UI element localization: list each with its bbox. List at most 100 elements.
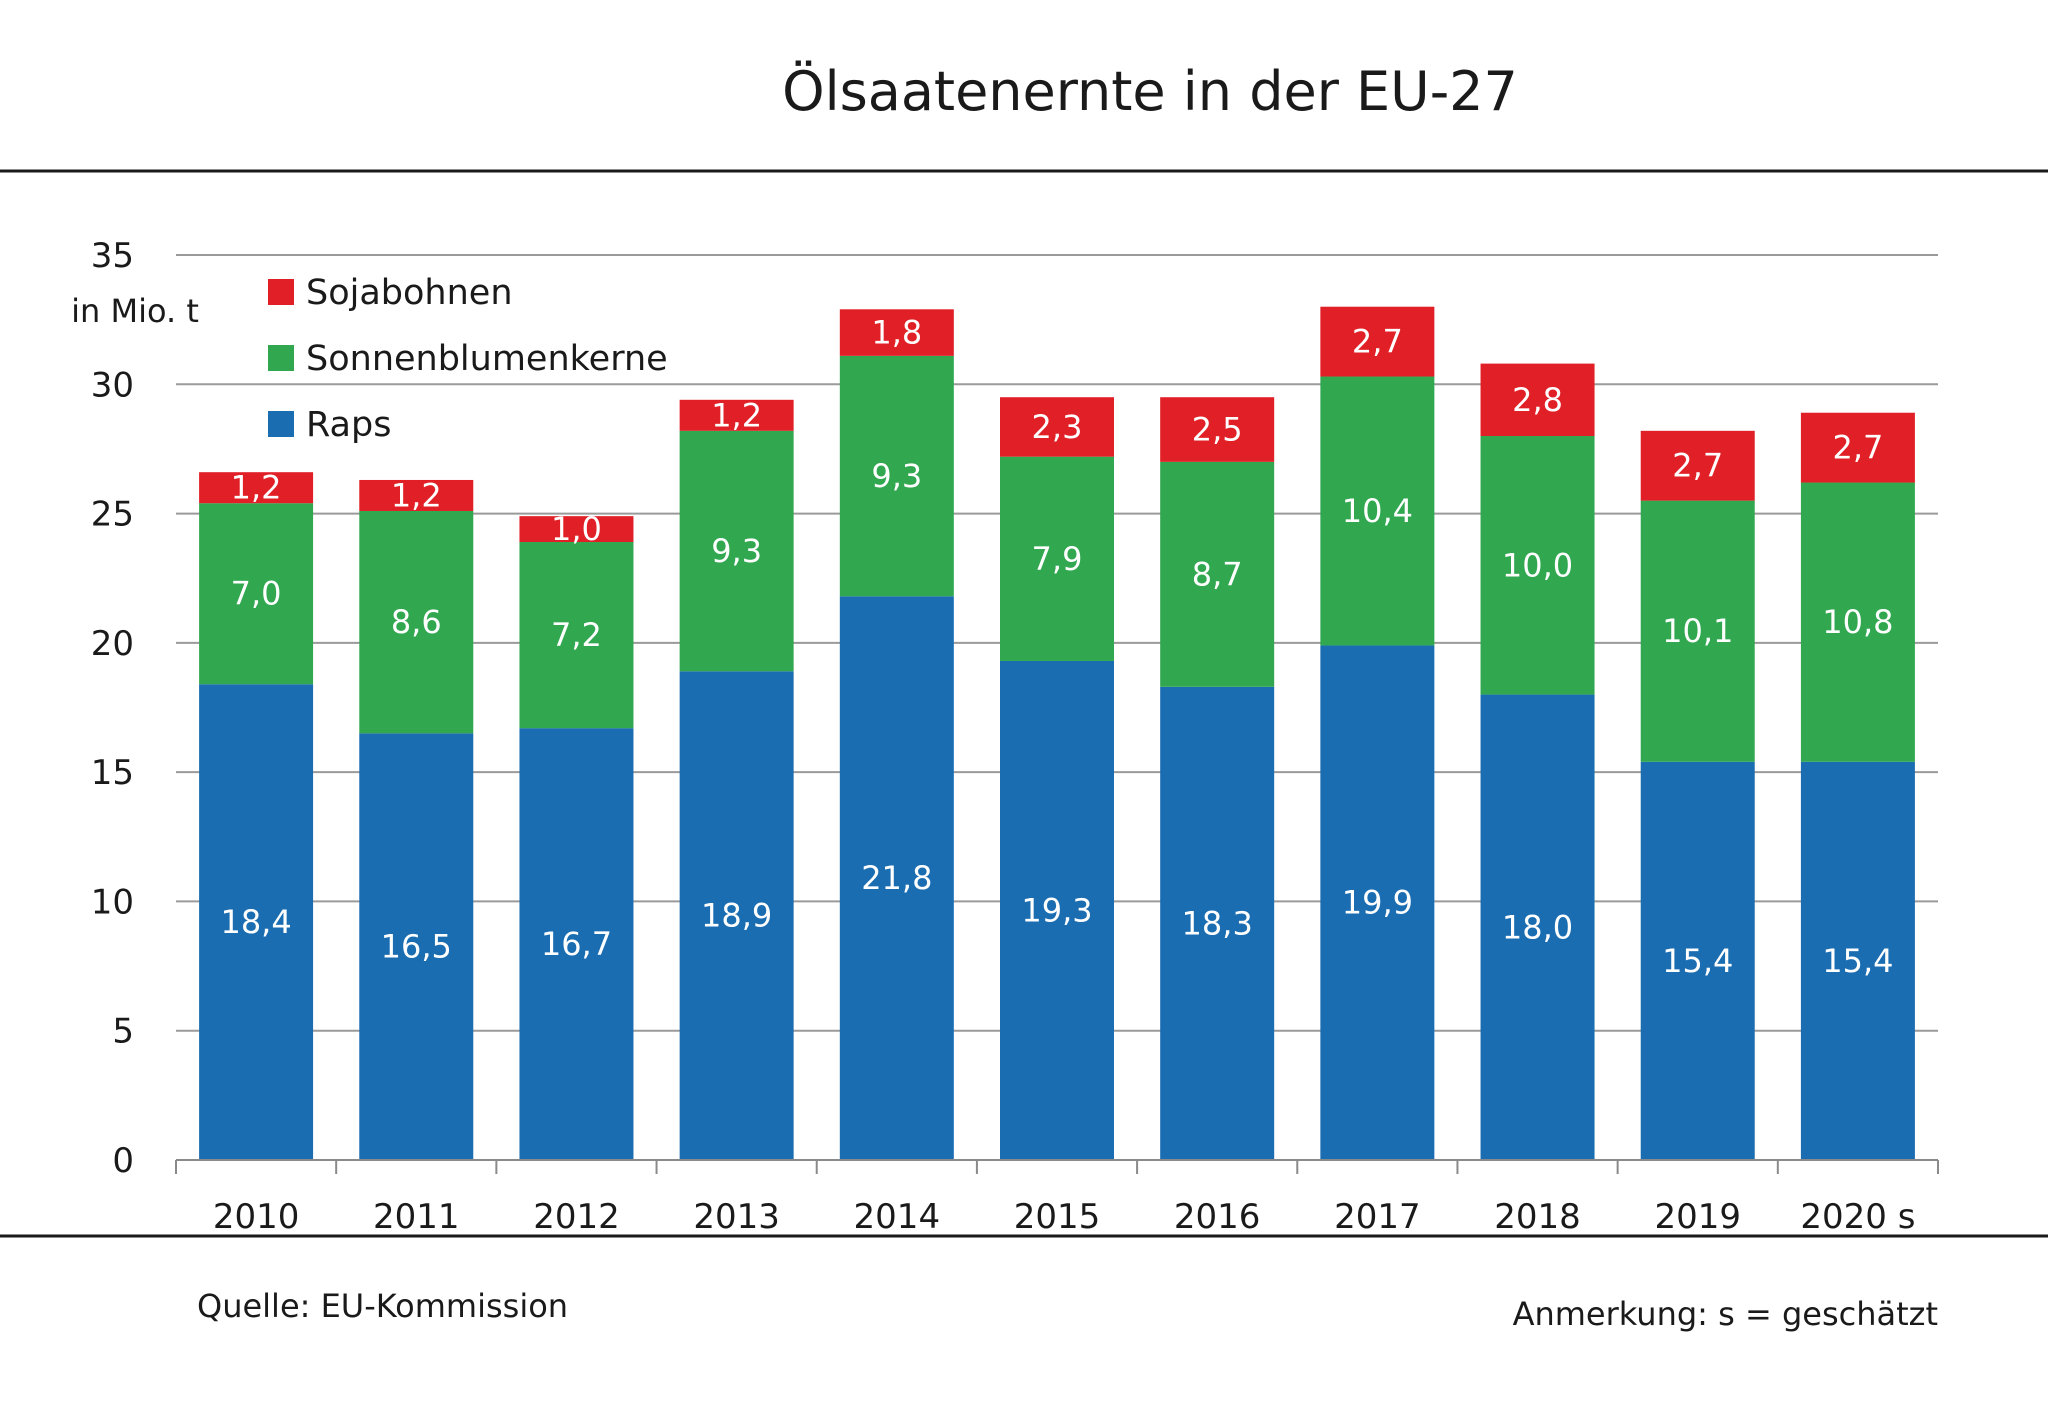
bar-stack: 18,0 10,0 2,8: [1480, 363, 1595, 1160]
legend-swatch: [268, 279, 294, 305]
data-label: 7,9: [1032, 540, 1083, 578]
bar-segment: [359, 479, 474, 511]
data-label: 7,0: [231, 575, 282, 613]
data-label: 18,4: [220, 903, 291, 941]
data-label: 16,5: [381, 928, 452, 966]
bar-segment: [1640, 500, 1755, 762]
y-axis-unit-label: in Mio. t: [71, 292, 199, 330]
data-label: 18,9: [701, 897, 772, 935]
data-label: 1,8: [871, 314, 922, 352]
x-axis: 2010 2011 2012 2013 2014 2015 2016 2017 2018 2019…: [175, 1159, 1939, 1237]
x-tick-label: 2013: [693, 1197, 780, 1237]
bar-segment: [839, 309, 954, 356]
bar-stack: 21,8 9,3 1,8: [839, 309, 954, 1160]
data-label: 15,4: [1662, 942, 1733, 980]
data-label: 18,3: [1182, 904, 1253, 942]
bar-segment: [519, 542, 634, 729]
bar-segment: [679, 399, 794, 431]
bar-stack: 18,4 7,0 1,2: [199, 469, 314, 1160]
data-label: 19,3: [1021, 891, 1092, 929]
bar-segment: [199, 472, 314, 504]
bar-stack: 18,9 9,3 1,2: [679, 396, 794, 1160]
bar-segment: [359, 733, 474, 1160]
x-tick-label: 2015: [1014, 1197, 1101, 1237]
y-tick-label: 10: [91, 882, 134, 922]
data-label: 7,2: [551, 616, 602, 654]
x-tick-label: 2020 s: [1800, 1197, 1915, 1237]
bar-stack: 16,5 8,6 1,2: [359, 476, 474, 1160]
data-label: 8,7: [1192, 555, 1243, 593]
data-label: 9,3: [711, 532, 762, 570]
bar-segment: [679, 671, 794, 1160]
bar-stack: 16,7 7,2 1,0: [519, 510, 634, 1160]
bar-segment: [1000, 397, 1114, 457]
x-tick-label: 2016: [1174, 1197, 1261, 1237]
bar-segment: [519, 516, 634, 543]
data-label: 1,2: [231, 469, 282, 507]
bar-segment: [199, 684, 314, 1160]
data-label: 1,0: [551, 510, 602, 548]
bar-segment: [1000, 660, 1114, 1160]
y-tick-label: 15: [91, 753, 134, 793]
legend-label: Sonnenblumenkerne: [306, 339, 668, 379]
legend-swatch: [268, 345, 294, 371]
y-tick-label: 25: [91, 495, 134, 535]
bar-stack: 15,4 10,8 2,7: [1800, 412, 1915, 1160]
bar-segment: [199, 503, 314, 685]
x-tick-label: 2010: [213, 1197, 300, 1237]
data-label: 2,3: [1032, 408, 1083, 446]
x-tick-label: 2017: [1334, 1197, 1421, 1237]
annotation-note: Anmerkung: s = geschätzt: [1513, 1295, 1938, 1333]
bar-segment: [1160, 461, 1275, 687]
data-label: 18,0: [1502, 908, 1573, 946]
bar-segment: [1320, 306, 1435, 377]
y-axis-ticks: 0 5 10 15 20 25 30 35: [91, 236, 134, 1181]
bar-segment: [1160, 397, 1275, 462]
bar-segment: [1800, 761, 1915, 1160]
bar-stacks: 18,4 7,0 1,2 16,5 8,6 1,2 16,7 7,2 1,0 18,9 9,3 1,2…: [199, 306, 1915, 1160]
legend: Sojabohnen Sonnenblumenkerne Raps: [268, 273, 668, 445]
data-label: 2,7: [1352, 323, 1403, 361]
bar-segment: [1800, 482, 1915, 762]
bar-segment: [839, 355, 954, 597]
data-label: 21,8: [861, 859, 932, 897]
bar-segment: [1800, 412, 1915, 483]
bar-segment: [1320, 645, 1435, 1160]
chart-title: Ölsaatenernte in der EU-27: [782, 60, 1518, 123]
bar-segment: [519, 728, 634, 1160]
x-tick-label: 2014: [854, 1197, 941, 1237]
x-tick-label: 2019: [1654, 1197, 1741, 1237]
data-label: 2,5: [1192, 411, 1243, 449]
x-tick-label: 2011: [373, 1197, 460, 1237]
data-label: 8,6: [391, 603, 442, 641]
x-tick-label: 2012: [533, 1197, 620, 1237]
legend-swatch: [268, 411, 294, 437]
bar-segment: [1000, 456, 1114, 661]
y-tick-label: 20: [91, 624, 134, 664]
data-label: 10,4: [1342, 492, 1413, 530]
data-label: 10,1: [1662, 612, 1733, 650]
bar-segment: [1640, 761, 1755, 1160]
y-tick-label: 35: [91, 236, 134, 276]
bar-segment: [359, 510, 474, 734]
bar-segment: [839, 596, 954, 1160]
data-label: 16,7: [541, 925, 612, 963]
data-label: 19,9: [1342, 884, 1413, 922]
bar-stack: 18,3 8,7 2,5: [1160, 397, 1275, 1160]
legend-label: Sojabohnen: [306, 273, 513, 313]
data-label: 2,7: [1672, 447, 1723, 485]
data-label: 15,4: [1822, 942, 1893, 980]
bar-segment: [1320, 376, 1435, 646]
bar-segment: [1480, 436, 1595, 695]
bar-segment: [1160, 686, 1275, 1160]
y-tick-label: 30: [91, 365, 134, 405]
y-tick-label: 5: [112, 1012, 134, 1052]
x-tick-label: 2018: [1494, 1197, 1581, 1237]
data-label: 9,3: [871, 457, 922, 495]
bar-segment: [1480, 694, 1595, 1160]
bar-stack: 15,4 10,1 2,7: [1640, 430, 1755, 1160]
source-note: Quelle: EU-Kommission: [197, 1287, 568, 1325]
bar-stack: 19,9 10,4 2,7: [1320, 306, 1435, 1160]
data-label: 1,2: [391, 476, 442, 514]
